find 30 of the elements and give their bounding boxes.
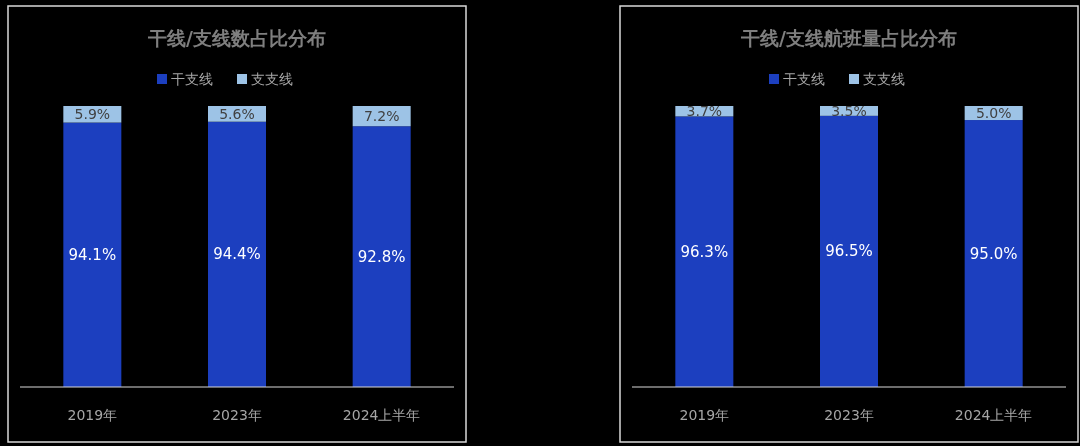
bar [675, 116, 734, 387]
legend-label: 支支线 [251, 71, 293, 87]
bar [352, 126, 411, 387]
x-tick-label: 2023年 [824, 407, 874, 423]
x-tick-label: 2019年 [679, 407, 730, 423]
x-tick-label: 2023年 [212, 407, 262, 423]
legend-label: 干支线 [783, 71, 825, 87]
data-label: 5.9% [74, 106, 111, 123]
data-label: 95.0% [969, 244, 1018, 263]
legend-label: 干支线 [171, 71, 213, 87]
legend-label: 支支线 [863, 71, 905, 87]
data-label: 96.5% [825, 242, 873, 261]
data-label: 94.1% [68, 245, 117, 264]
data-label: 3.7% [686, 103, 723, 120]
data-label: 7.2% [363, 108, 400, 125]
data-label: 5.0% [975, 105, 1012, 122]
data-label: 92.8% [357, 247, 406, 266]
bar [820, 115, 878, 387]
data-label: 96.3% [680, 242, 729, 261]
x-tick-label: 2024上半年 [954, 407, 1033, 423]
chart-title: 干线/支线数占比分布 [147, 27, 326, 49]
data-label: 94.4% [213, 245, 261, 264]
chart-title: 干线/支线航班量占比分布 [740, 27, 957, 49]
data-label: 5.6% [219, 105, 255, 122]
bar [964, 120, 1023, 387]
bar [208, 121, 266, 387]
bar [63, 122, 122, 387]
data-label: 3.5% [831, 102, 867, 119]
x-tick-label: 2024上半年 [342, 407, 421, 423]
x-tick-label: 2019年 [67, 407, 118, 423]
